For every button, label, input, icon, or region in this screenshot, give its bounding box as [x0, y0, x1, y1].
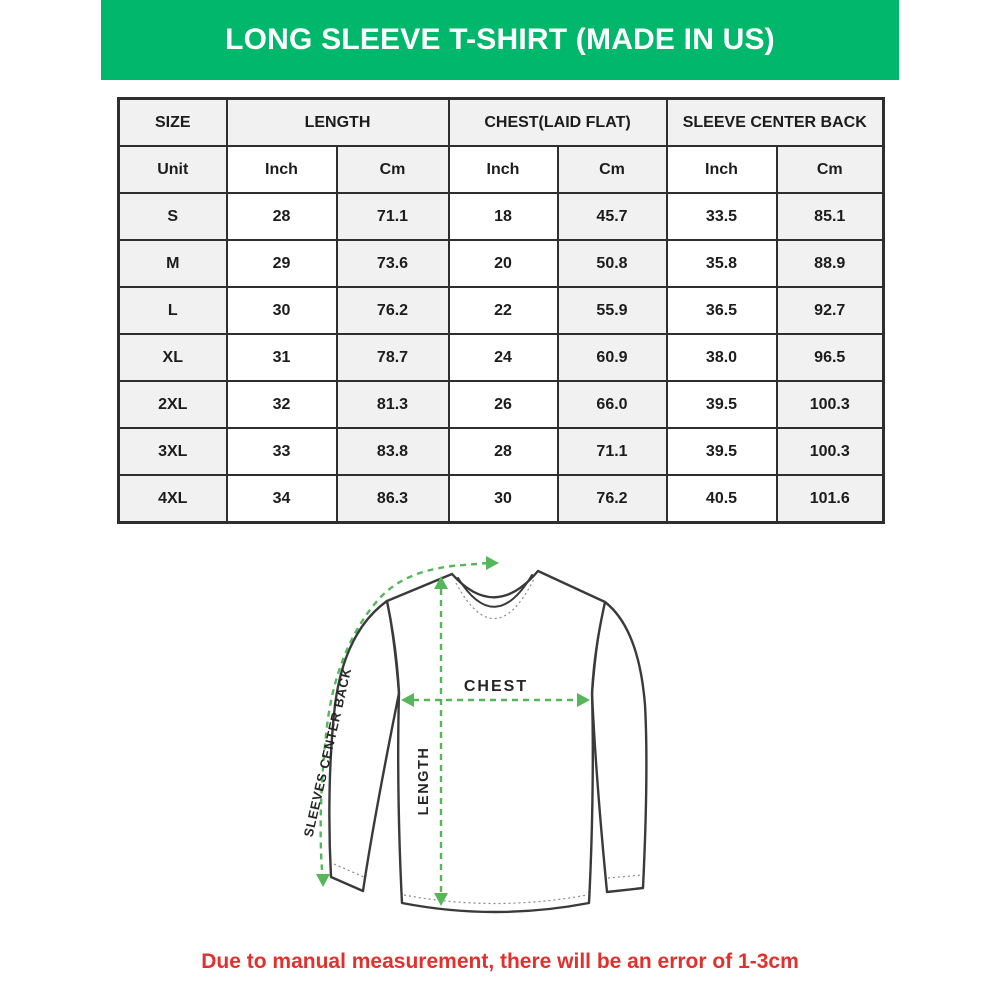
hem-stitch-line: [403, 894, 588, 905]
value-cell: 81.3: [335, 380, 450, 429]
table-row: 4XL 34 86.3 30 76.2 40.5 101.6: [117, 474, 885, 524]
value-cell: 28: [225, 192, 338, 241]
value-cell: 50.8: [556, 239, 668, 288]
value-cell: 22: [447, 286, 559, 335]
sleeve-arrowhead-top: [486, 556, 499, 570]
value-cell: 73.6: [335, 239, 450, 288]
value-cell: 32: [225, 380, 338, 429]
value-cell: 28: [447, 427, 559, 476]
left-cuff-stitch-line: [333, 863, 365, 878]
value-cell: 26: [447, 380, 559, 429]
value-cell: 36.5: [665, 286, 778, 335]
col-header-length: LENGTH: [225, 97, 450, 147]
unit-cell: Inch: [665, 145, 778, 194]
unit-cell: Inch: [225, 145, 338, 194]
value-cell: 71.1: [335, 192, 450, 241]
table-header-row: SIZE LENGTH CHEST(LAID FLAT) SLEEVE CENT…: [117, 97, 885, 147]
value-cell: 85.1: [775, 192, 885, 241]
table-row: S 28 71.1 18 45.7 33.5 85.1: [117, 192, 885, 241]
value-cell: 76.2: [556, 474, 668, 524]
tshirt-diagram: CHEST LENGTH SLEEVES CENTER BACK: [301, 556, 648, 914]
table-row: XL 31 78.7 24 60.9 38.0 96.5: [117, 333, 885, 382]
value-cell: 33.5: [665, 192, 778, 241]
value-cell: 38.0: [665, 333, 778, 382]
size-label: M: [117, 239, 228, 288]
size-label: S: [117, 192, 228, 241]
table-row: 3XL 33 83.8 28 71.1 39.5 100.3: [117, 427, 885, 476]
value-cell: 30: [225, 286, 338, 335]
chest-arrowhead-right: [577, 693, 590, 707]
table-row: M 29 73.6 20 50.8 35.8 88.9: [117, 239, 885, 288]
page-title: LONG SLEEVE T-SHIRT (MADE IN US): [225, 23, 775, 56]
tshirt-right-sleeve: [590, 600, 648, 894]
length-measure-label: LENGTH: [416, 747, 432, 816]
value-cell: 20: [447, 239, 559, 288]
value-cell: 83.8: [335, 427, 450, 476]
title-banner: LONG SLEEVE T-SHIRT (MADE IN US): [101, 0, 899, 80]
value-cell: 76.2: [335, 286, 450, 335]
value-cell: 31: [225, 333, 338, 382]
value-cell: 29: [225, 239, 338, 288]
size-label: L: [117, 286, 228, 335]
sleeve-arrowhead-bottom: [316, 874, 330, 887]
size-chart: SIZE LENGTH CHEST(LAID FLAT) SLEEVE CENT…: [117, 97, 885, 524]
value-cell: 92.7: [775, 286, 885, 335]
size-label: 4XL: [117, 474, 228, 524]
value-cell: 96.5: [775, 333, 885, 382]
chest-measure-label: CHEST: [464, 678, 528, 695]
value-cell: 88.9: [775, 239, 885, 288]
collar-stitch-line: [455, 578, 535, 620]
col-header-chest: CHEST(LAID FLAT): [447, 97, 668, 147]
unit-cell: Cm: [335, 145, 450, 194]
right-cuff-stitch-line: [607, 874, 643, 879]
value-cell: 39.5: [665, 380, 778, 429]
value-cell: 100.3: [775, 427, 885, 476]
table-row: L 30 76.2 22 55.9 36.5 92.7: [117, 286, 885, 335]
size-label: XL: [117, 333, 228, 382]
value-cell: 39.5: [665, 427, 778, 476]
value-cell: 34: [225, 474, 338, 524]
value-cell: 101.6: [775, 474, 885, 524]
value-cell: 71.1: [556, 427, 668, 476]
size-label: 2XL: [117, 380, 228, 429]
length-arrowhead-top: [434, 576, 448, 589]
value-cell: 66.0: [556, 380, 668, 429]
value-cell: 33: [225, 427, 338, 476]
chest-arrowhead-left: [401, 693, 414, 707]
unit-label: Unit: [117, 145, 228, 194]
value-cell: 18: [447, 192, 559, 241]
value-cell: 30: [447, 474, 559, 524]
collar-inner-line: [457, 574, 533, 608]
value-cell: 78.7: [335, 333, 450, 382]
measurement-note: Due to manual measurement, there will be…: [201, 950, 799, 973]
unit-cell: Cm: [775, 145, 885, 194]
value-cell: 24: [447, 333, 559, 382]
value-cell: 45.7: [556, 192, 668, 241]
size-chart-table: SIZE LENGTH CHEST(LAID FLAT) SLEEVE CENT…: [117, 97, 885, 524]
unit-cell: Cm: [556, 145, 668, 194]
value-cell: 40.5: [665, 474, 778, 524]
table-row: 2XL 32 81.3 26 66.0 39.5 100.3: [117, 380, 885, 429]
sleeve-measure-line: [319, 561, 489, 871]
size-label: 3XL: [117, 427, 228, 476]
value-cell: 55.9: [556, 286, 668, 335]
length-arrowhead-bottom: [434, 893, 448, 906]
col-header-sleeve: SLEEVE CENTER BACK: [665, 97, 885, 147]
tshirt-body: [385, 569, 607, 914]
tshirt-left-sleeve: [328, 599, 401, 893]
value-cell: 100.3: [775, 380, 885, 429]
value-cell: 60.9: [556, 333, 668, 382]
value-cell: 35.8: [665, 239, 778, 288]
col-header-size: SIZE: [117, 97, 228, 147]
unit-row: Unit Inch Cm Inch Cm Inch Cm: [117, 145, 885, 194]
unit-cell: Inch: [447, 145, 559, 194]
value-cell: 86.3: [335, 474, 450, 524]
